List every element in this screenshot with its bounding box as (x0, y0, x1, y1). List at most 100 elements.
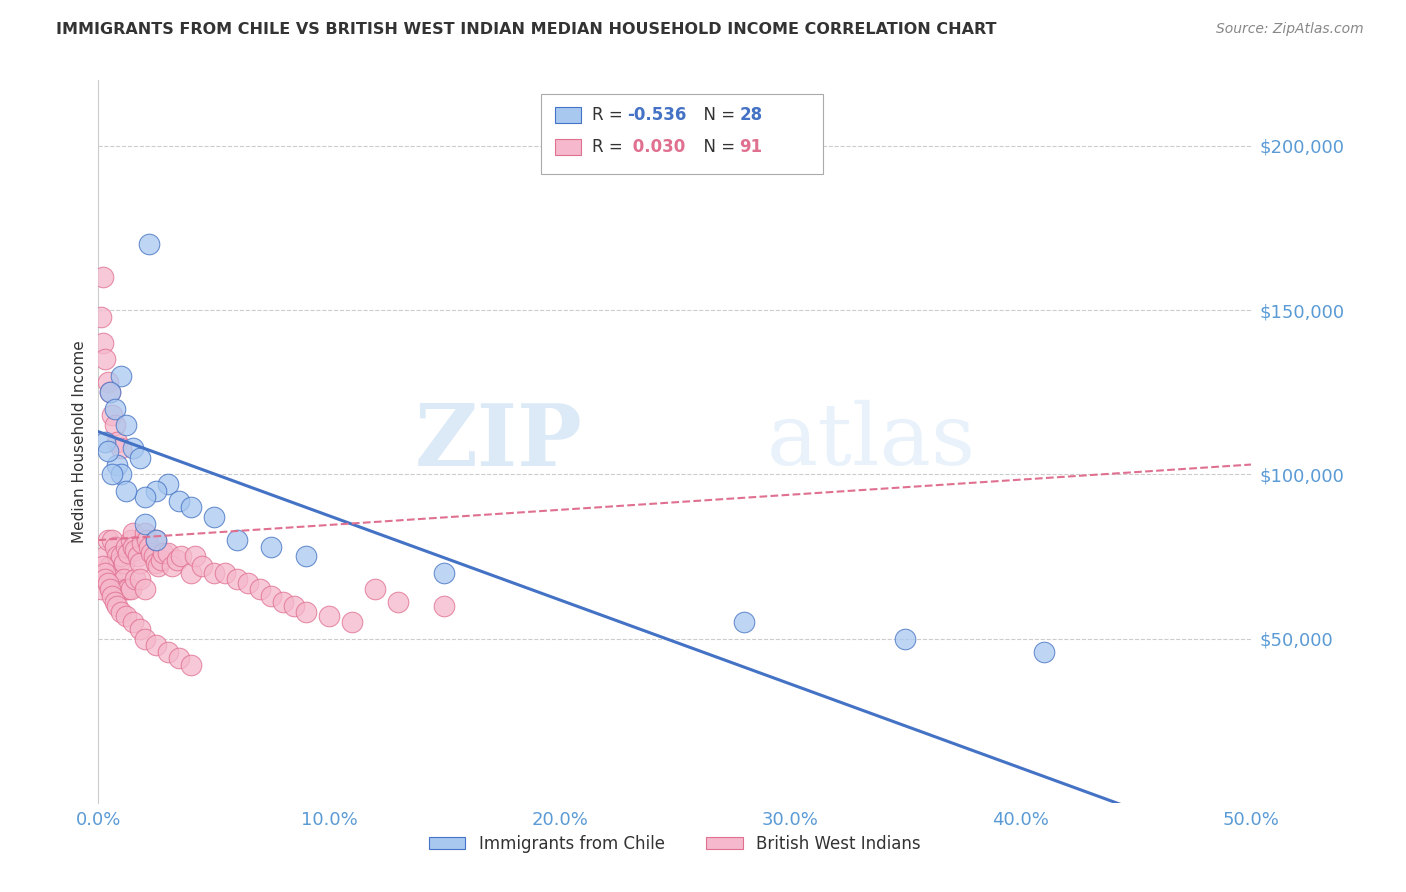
Point (97, 444, 120, 458)
Point (101, 533, 124, 547)
Point (145, 638, 167, 652)
Text: atlas: atlas (768, 400, 976, 483)
Point (129, 556, 152, 570)
Point (138, 540, 160, 554)
Text: 91: 91 (740, 138, 762, 156)
Point (101, 467, 124, 482)
Point (122, 615, 145, 630)
Point (134, 491, 156, 505)
Point (141, 546, 163, 560)
Point (191, 559, 214, 574)
Point (115, 540, 138, 554)
Point (149, 553, 172, 567)
Point (152, 546, 174, 560)
Point (180, 657, 202, 672)
Point (260, 540, 283, 554)
Point (94, 549, 117, 564)
Point (110, 467, 132, 482)
Point (112, 556, 135, 570)
Point (94, 573, 117, 587)
Text: 28: 28 (740, 106, 762, 124)
Point (135, 533, 157, 547)
Point (115, 608, 138, 623)
Point (115, 418, 138, 433)
Point (98, 385, 121, 400)
Point (160, 559, 183, 574)
Point (115, 582, 138, 597)
Point (225, 533, 247, 547)
Point (156, 477, 179, 491)
Point (271, 595, 294, 609)
Point (295, 605, 318, 619)
Point (90, 582, 112, 597)
Point (225, 573, 247, 587)
Point (94, 434, 117, 449)
Point (105, 458, 128, 472)
Point (129, 622, 152, 636)
Point (103, 540, 125, 554)
Point (98, 559, 121, 574)
Point (894, 632, 917, 646)
Point (98, 385, 121, 400)
Point (122, 526, 145, 541)
Y-axis label: Median Household Income: Median Household Income (72, 340, 87, 543)
Point (138, 237, 160, 252)
Text: IMMIGRANTS FROM CHILE VS BRITISH WEST INDIAN MEDIAN HOUSEHOLD INCOME CORRELATION: IMMIGRANTS FROM CHILE VS BRITISH WEST IN… (56, 22, 997, 37)
Point (127, 549, 149, 564)
Text: Source: ZipAtlas.com: Source: ZipAtlas.com (1216, 22, 1364, 37)
Point (260, 589, 283, 603)
Text: 0.030: 0.030 (627, 138, 685, 156)
Point (110, 605, 132, 619)
Point (91, 336, 114, 351)
Point (134, 526, 156, 541)
Point (214, 566, 236, 580)
Point (166, 553, 188, 567)
Point (433, 566, 456, 580)
Point (115, 483, 138, 498)
Point (120, 533, 142, 547)
Text: R =: R = (592, 138, 628, 156)
Point (108, 556, 131, 570)
Point (110, 441, 132, 455)
Text: ZIP: ZIP (415, 400, 582, 483)
Point (156, 645, 179, 659)
Point (94, 566, 117, 580)
Point (1032, 645, 1054, 659)
Point (295, 549, 318, 564)
Point (433, 599, 456, 613)
Point (283, 599, 305, 613)
Point (90, 310, 112, 324)
Legend: Immigrants from Chile, British West Indians: Immigrants from Chile, British West Indi… (422, 828, 928, 860)
Point (156, 546, 179, 560)
Point (134, 632, 156, 646)
Text: N =: N = (693, 106, 741, 124)
Point (202, 510, 225, 524)
Point (364, 582, 387, 597)
Point (97, 575, 120, 590)
Point (167, 651, 190, 665)
Point (101, 409, 124, 423)
Point (170, 549, 193, 564)
Point (318, 608, 340, 623)
Point (238, 575, 260, 590)
Point (110, 549, 132, 564)
Text: R =: R = (592, 106, 628, 124)
Text: N =: N = (693, 138, 741, 156)
Point (134, 582, 156, 597)
Point (145, 483, 167, 498)
Point (145, 533, 167, 547)
Point (145, 533, 167, 547)
Point (101, 589, 124, 603)
Point (105, 582, 128, 597)
Point (120, 582, 142, 597)
Point (122, 441, 145, 455)
Point (249, 582, 271, 597)
Point (202, 566, 225, 580)
Point (105, 549, 128, 564)
Point (97, 566, 120, 580)
Point (131, 536, 153, 550)
Text: -0.536: -0.536 (627, 106, 686, 124)
Point (180, 500, 202, 515)
Point (97, 533, 120, 547)
Point (103, 582, 125, 597)
